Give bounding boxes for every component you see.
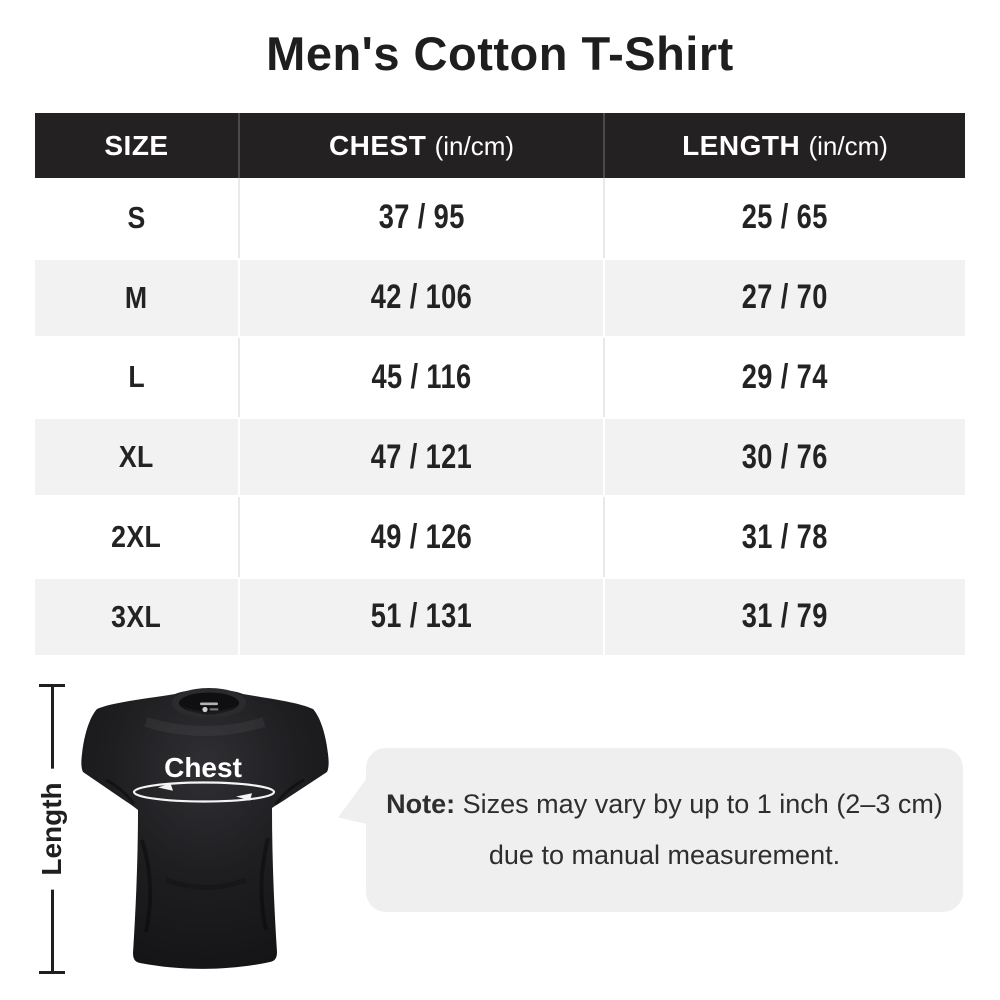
chest-cell: 42 / 106 [238,257,603,338]
column-header-chest: CHEST (in/cm) [238,113,603,178]
column-label: CHEST [328,129,427,161]
length-label: Length [34,768,70,890]
length-cell: 31 / 78 [603,497,965,577]
table-row: S 37 / 95 25 / 65 [35,178,965,258]
page-title: Men's Cotton T-Shirt [266,27,734,80]
column-unit: (in/cm) [434,130,515,161]
chest-cell: 47 / 121 [238,417,603,498]
length-cell: 31 / 79 [603,576,965,657]
neck-label [200,702,219,713]
length-measure-bottom-cap [39,971,65,974]
size-table: SIZE CHEST (in/cm) LENGTH (in/cm) S 37 /… [35,113,965,657]
column-unit: (in/cm) [808,130,888,161]
chest-cell: 49 / 126 [238,497,603,577]
note-line-2: due to manual measurement. [488,840,841,870]
note-line-1: Note: Sizes may vary by up to 1 inch (2–… [386,789,943,820]
length-cell: 25 / 65 [603,178,965,258]
table-row: 3XL 51 / 131 31 / 79 [35,576,965,657]
size-cell: 3XL [35,576,238,657]
chest-cell: 45 / 116 [238,337,603,418]
table-row: L 45 / 116 29 / 74 [35,337,965,418]
length-cell: 29 / 74 [603,337,965,418]
table-row: M 42 / 106 27 / 70 [35,257,965,338]
size-cell: L [128,359,145,395]
length-measure-top-cap [39,684,65,687]
column-header-size: SIZE [35,113,238,178]
length-cell: 30 / 76 [603,417,965,498]
chest-cell: 51 / 131 [238,576,603,657]
length-cell: 27 / 70 [603,257,965,338]
chest-cell: 37 / 95 [238,178,603,258]
table-row: XL 47 / 121 30 / 76 [35,417,965,498]
note-bubble: Note: Sizes may vary by up to 1 inch (2–… [366,748,963,912]
chest-label: Chest [164,752,242,783]
table-header-row: SIZE CHEST (in/cm) LENGTH (in/cm) [35,113,965,178]
column-label: LENGTH [682,129,801,161]
column-header-length: LENGTH (in/cm) [603,113,965,178]
size-cell: XL [35,417,238,498]
note-text-1: Sizes may vary by up to 1 inch (2–3 cm) [462,789,943,819]
tshirt-body [81,689,329,969]
column-label: SIZE [104,129,169,161]
size-cell: 2XL [111,519,162,555]
size-cell: M [35,257,238,338]
table-row: 2XL 49 / 126 31 / 78 [35,497,965,577]
size-cell: S [127,199,146,235]
tshirt-image: Chest [81,688,329,969]
note-label: Note: [386,789,456,819]
length-measure-line: Length [34,684,70,974]
chest-measure-arrow [132,781,276,803]
